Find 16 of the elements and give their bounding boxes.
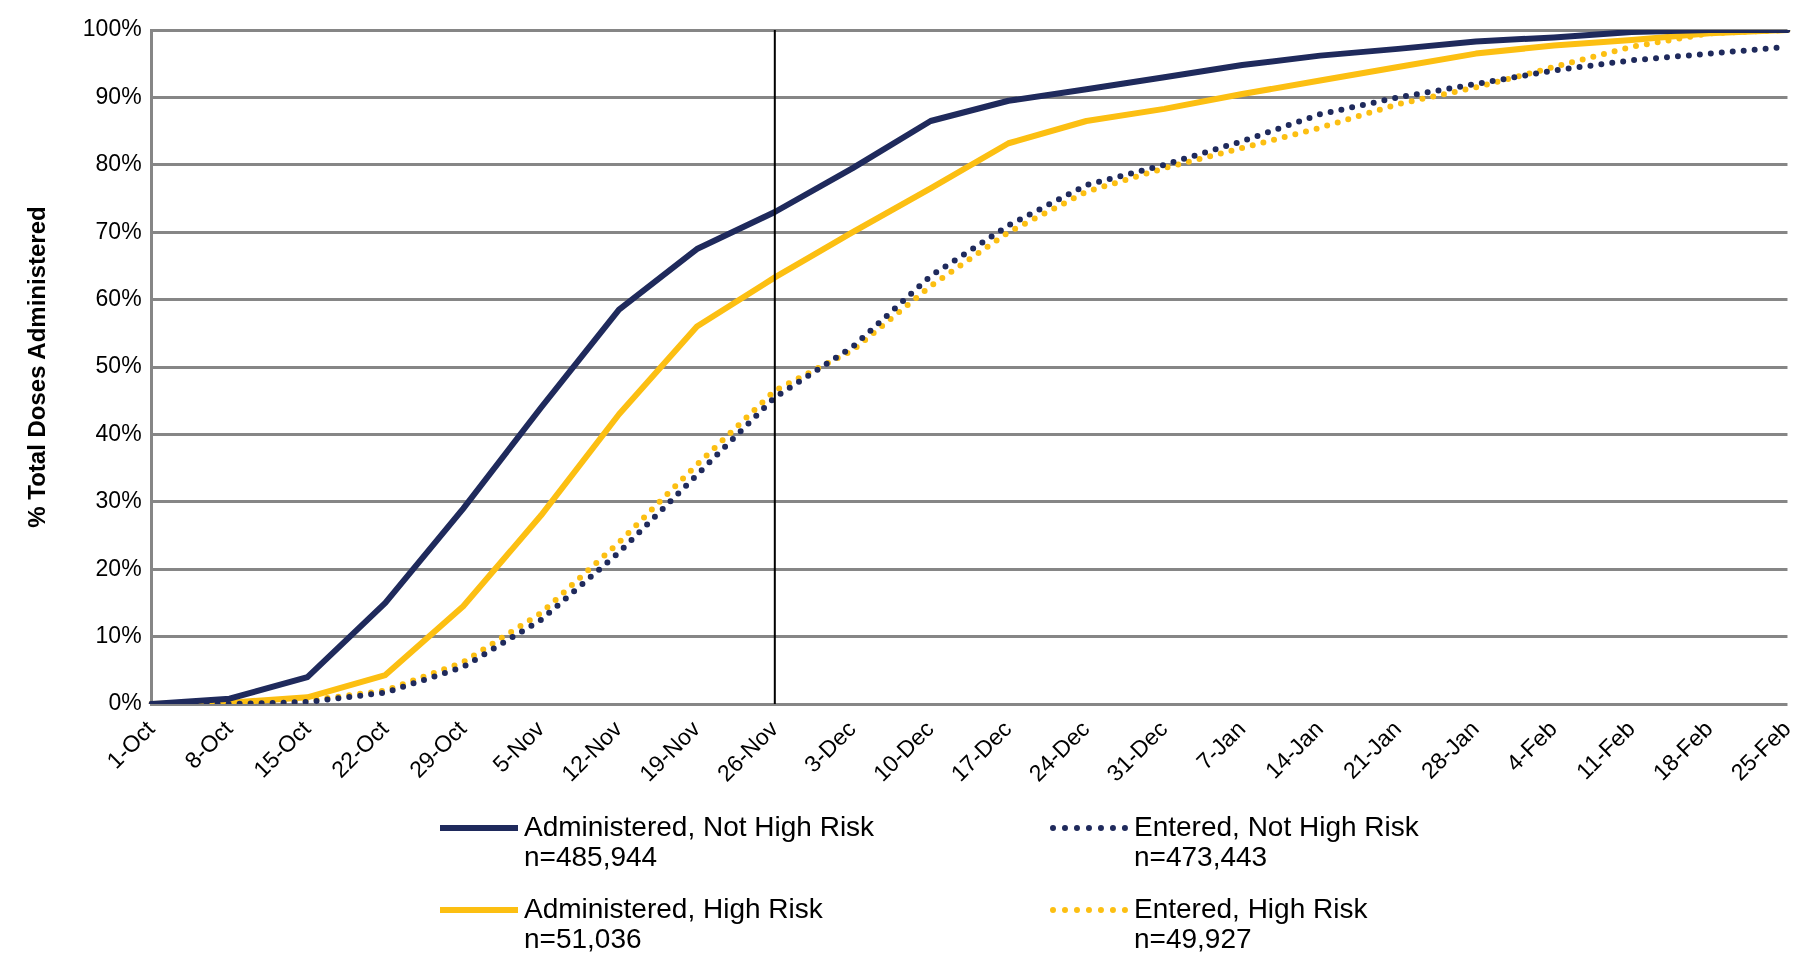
legend-label: Entered, High Risk n=49,927 [1134,893,1368,954]
y-tick-label: 30% [95,487,142,514]
legend-label: Administered, High Risk n=51,036 [524,893,823,954]
y-tick-label: 40% [95,419,142,446]
y-tick-label: 0% [108,689,142,716]
legend-label: Entered, Not High Risk n=473,443 [1134,811,1419,872]
y-tick-label: 80% [95,150,142,177]
y-tick-label: 100% [82,15,142,42]
y-tick-label: 10% [95,621,142,648]
legend-label: Administered, Not High Risk n=485,944 [524,811,875,872]
y-tick-label: 90% [95,82,142,109]
y-tick-label: 60% [95,284,142,311]
y-tick-label: 50% [95,352,142,379]
y-axis-title: % Total Doses Administered [23,206,51,528]
y-tick-label: 70% [95,217,142,244]
y-tick-label: 20% [95,554,142,581]
